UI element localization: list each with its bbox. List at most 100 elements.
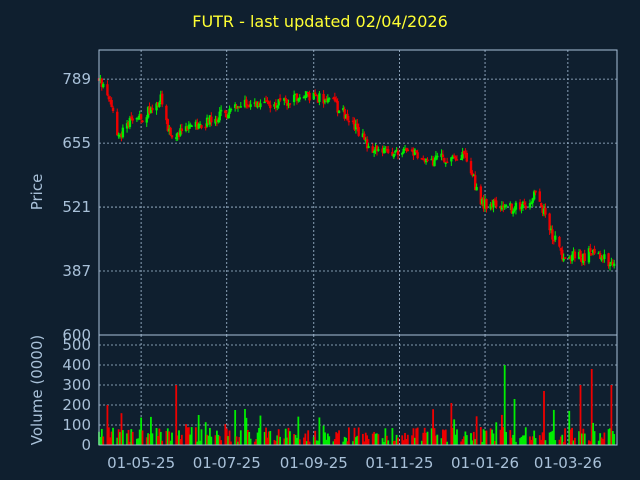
candle-body — [534, 190, 537, 193]
volume-bar — [178, 430, 180, 445]
volume-bar — [218, 436, 221, 445]
volume-bar — [279, 436, 281, 445]
volume-bar — [347, 427, 350, 445]
volume-bar — [312, 436, 315, 445]
candle-body — [336, 101, 339, 113]
volume-bar — [99, 436, 102, 445]
volume-bar — [416, 427, 419, 445]
candle-body — [513, 209, 516, 211]
volume-bar — [100, 428, 103, 445]
candle-body — [169, 127, 172, 136]
volume-bar — [136, 438, 138, 445]
candle-body — [326, 98, 330, 103]
candle-body — [386, 149, 390, 153]
volume-bar — [520, 436, 523, 445]
volume-bar — [293, 434, 296, 445]
volume-bar — [590, 369, 593, 445]
volume-bar — [548, 432, 551, 445]
volume-bar — [336, 433, 339, 445]
volume-bar — [273, 439, 276, 445]
candle-body — [351, 120, 355, 123]
volume-bar — [578, 431, 580, 445]
volume-bar — [255, 439, 258, 445]
candle-body — [492, 199, 495, 208]
volume-bar — [206, 434, 208, 445]
candle-body — [475, 186, 478, 191]
volume-bar — [513, 399, 516, 445]
volume-bar — [569, 429, 572, 445]
candle-body — [111, 107, 115, 112]
volume-bar — [500, 414, 503, 445]
volume-bar — [283, 438, 286, 445]
candle-body — [196, 122, 199, 130]
candle-body — [328, 98, 331, 100]
candle-body — [452, 155, 456, 157]
candle-body — [593, 248, 596, 254]
candle-body — [365, 139, 369, 149]
candle-body — [267, 101, 271, 105]
candle-body — [382, 147, 386, 153]
candle-body — [454, 156, 457, 160]
candle-body — [568, 256, 571, 259]
candle-body — [337, 110, 341, 114]
candle-body — [180, 128, 184, 131]
candle-body — [394, 151, 397, 153]
volume-bar — [324, 432, 326, 445]
chart-title: FUTR - last updated 02/04/2026 — [192, 12, 448, 31]
volume-tick-label: 0 — [81, 436, 91, 454]
candle-body — [551, 229, 554, 240]
candle-body — [273, 104, 276, 107]
volume-axis-label: Volume (0000) — [28, 335, 46, 445]
volume-bar — [220, 440, 223, 445]
volume-bar — [479, 427, 482, 445]
volume-bar — [284, 428, 287, 445]
candle-body — [177, 133, 181, 137]
volume-bar — [245, 417, 248, 445]
candle-body — [155, 103, 158, 111]
volume-bar — [573, 437, 576, 445]
volume-bar — [363, 441, 366, 445]
volume-bar — [354, 437, 357, 445]
candle-body — [563, 257, 567, 259]
x-tick-label: 01-01-26 — [451, 454, 519, 472]
candle-body — [256, 102, 259, 108]
volume-bar — [194, 427, 197, 445]
candle-body — [128, 117, 132, 128]
candle-body — [138, 114, 141, 118]
volume-bar — [423, 427, 426, 445]
volume-bar — [381, 438, 384, 445]
volume-bar — [471, 440, 474, 445]
candle-body — [598, 253, 602, 259]
candle-body — [226, 114, 230, 119]
volume-bar — [376, 433, 378, 445]
candle-body — [611, 261, 614, 265]
candle-body — [353, 120, 356, 130]
volume-bar — [451, 427, 454, 445]
candle-body — [570, 254, 574, 262]
candle-body — [135, 117, 139, 120]
candle-body — [207, 119, 210, 124]
candle-body — [233, 104, 237, 109]
volume-bar — [394, 440, 397, 445]
candle-body — [471, 172, 474, 176]
candle-body — [415, 150, 418, 153]
candle-body — [298, 97, 301, 100]
volume-bar — [561, 434, 564, 445]
volume-bar — [450, 403, 453, 445]
candle-body — [218, 111, 221, 121]
volume-bar — [515, 441, 517, 445]
volume-bar — [446, 441, 449, 445]
candle-body — [197, 123, 200, 129]
volume-bar — [454, 434, 457, 445]
price-tick-label: 387 — [62, 262, 91, 280]
candle-body — [106, 84, 109, 96]
candle-body — [263, 101, 266, 104]
candle-body — [127, 121, 130, 127]
candle-body — [612, 263, 616, 266]
volume-bar — [237, 441, 239, 445]
volume-bar — [150, 416, 152, 445]
volume-bar — [140, 417, 143, 445]
candle-body — [416, 152, 419, 159]
volume-tick-label: 300 — [62, 376, 91, 394]
volume-bar — [371, 433, 374, 445]
